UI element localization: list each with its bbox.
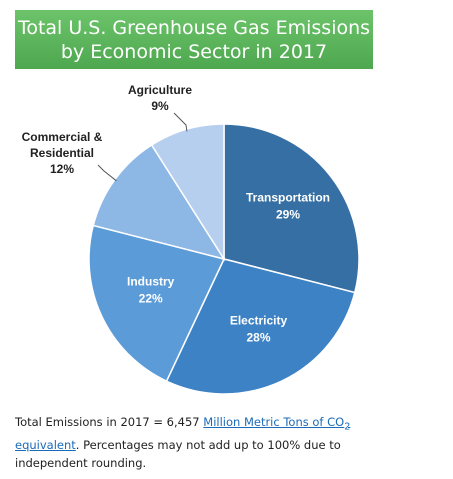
chart-title-banner: Total U.S. Greenhouse Gas Emissions by E…	[15, 10, 373, 69]
chart-title-line-1: Total U.S. Greenhouse Gas Emissions	[17, 16, 371, 39]
caption-prefix: Total Emissions in 2017 = 6,457	[15, 415, 204, 429]
pie-slices	[88, 123, 360, 395]
slice-value-industry: 22%	[139, 292, 163, 306]
emissions-caption: Total Emissions in 2017 = 6,457 Million …	[15, 413, 355, 472]
pie-chart: Transportation 29% Electricity 28% Industry 2…	[22, 83, 360, 395]
slice-value-transportation: 29%	[276, 207, 300, 221]
slice-value-agriculture: 9%	[151, 99, 169, 113]
slice-label-industry: Industry	[127, 275, 175, 289]
slice-value-electricity: 28%	[246, 330, 270, 344]
slice-label-commercial-residential: Commercial &	[22, 130, 103, 144]
leader-line-agriculture	[173, 112, 188, 132]
slice-label-electricity: Electricity	[230, 313, 288, 327]
link-tail-text: equivalent	[15, 438, 76, 453]
chart-title-line-2: by Economic Sector in 2017	[60, 40, 328, 63]
pie-labels: Transportation 29% Electricity 28% Industry 2…	[22, 83, 330, 344]
slice-value-commercial-residential: 12%	[50, 162, 74, 176]
pie-slice-transportation	[223, 123, 360, 294]
slice-label-agriculture: Agriculture	[128, 83, 192, 97]
pie-slice-industry	[88, 224, 226, 383]
slice-label-transportation: Transportation	[246, 190, 330, 204]
emissions-unit-link[interactable]: Million Metric Tons of CO2 equivalent	[15, 415, 350, 452]
slice-label-commercial-residential: Residential	[30, 146, 94, 160]
caption-suffix: . Percentages may not add up to 100% due…	[15, 438, 341, 471]
link-subscript: 2	[344, 421, 351, 433]
leader-line-commercial-residential	[97, 164, 117, 182]
link-main-text: Million Metric Tons of CO	[203, 415, 345, 429]
pie-slice-electricity	[165, 258, 356, 395]
